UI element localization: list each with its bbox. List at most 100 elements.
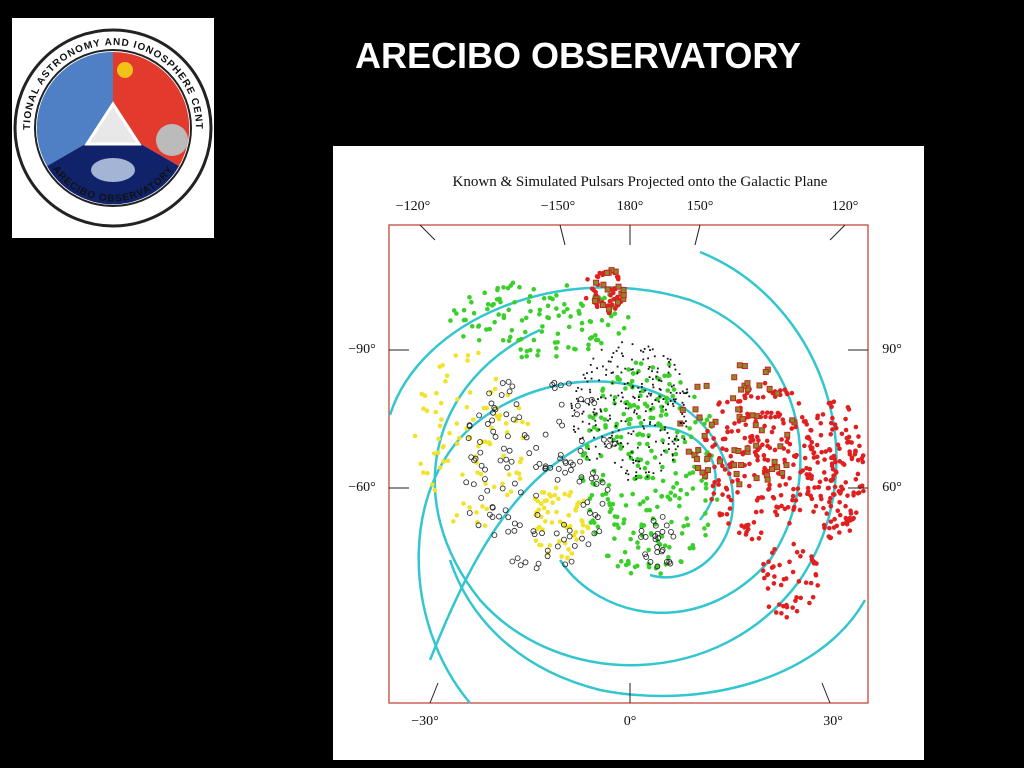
dot [670, 393, 676, 399]
dot [763, 414, 768, 420]
dot [625, 403, 627, 405]
dot [672, 384, 675, 387]
dot [621, 517, 627, 522]
dot [774, 464, 781, 471]
dot [771, 458, 778, 465]
dot [513, 401, 520, 408]
dot [588, 403, 590, 406]
dot [847, 528, 853, 533]
dot [843, 427, 849, 433]
dot [640, 388, 646, 394]
dot [664, 426, 666, 429]
dot [620, 352, 623, 355]
dot [784, 439, 790, 445]
dot [781, 420, 786, 426]
dot [630, 491, 635, 497]
dot [702, 421, 707, 427]
dot [454, 421, 460, 426]
dot [447, 430, 452, 436]
dot [554, 354, 559, 359]
dot [618, 446, 624, 451]
dot [554, 306, 559, 311]
dot [630, 368, 633, 371]
dot [456, 435, 462, 441]
dot [673, 438, 676, 441]
dot [672, 398, 675, 401]
dot [651, 378, 654, 381]
dot [572, 428, 575, 431]
dot [798, 595, 804, 601]
angle-labels: −120° −150° 180° 150° 120° −90° −60° 90° 60° −30°… [348, 199, 902, 729]
dot [580, 453, 586, 458]
dot [790, 569, 796, 575]
dot [626, 451, 631, 457]
dot [600, 472, 606, 478]
dot [703, 481, 709, 487]
dot [778, 492, 784, 498]
dot [777, 443, 784, 450]
dot [523, 434, 530, 441]
dot [725, 429, 730, 435]
dot [580, 529, 585, 535]
dot [517, 562, 524, 568]
angle-label: 180° [617, 199, 644, 214]
dot [506, 472, 512, 477]
dot [571, 543, 578, 549]
dot [605, 368, 608, 371]
dot [690, 543, 696, 548]
dot [600, 281, 607, 288]
logo-star [117, 62, 133, 78]
angle-label: 120° [832, 199, 859, 214]
dot [667, 381, 672, 387]
dot [598, 379, 601, 382]
dot [659, 528, 666, 535]
dot [791, 507, 796, 512]
dot [484, 327, 489, 332]
dot [683, 473, 689, 479]
dot [658, 413, 664, 418]
dot [679, 421, 682, 424]
dot [762, 423, 767, 429]
dot [639, 349, 642, 352]
dot [742, 393, 747, 399]
dot [778, 582, 784, 588]
dot [745, 411, 750, 417]
dot [516, 414, 523, 421]
dot [738, 462, 745, 469]
dot [633, 360, 639, 366]
frame-ticks [389, 224, 868, 704]
dot [793, 424, 798, 430]
dot [635, 432, 640, 438]
dot [545, 315, 550, 320]
dot [612, 311, 618, 316]
dot [474, 510, 479, 515]
dot [649, 448, 654, 454]
plot-frame [388, 224, 869, 704]
dot [674, 398, 677, 401]
dot [688, 434, 694, 440]
dot [549, 520, 555, 525]
dot [620, 466, 623, 469]
dot [454, 311, 459, 316]
dot [566, 493, 572, 498]
dot [733, 470, 740, 477]
dot [537, 307, 543, 313]
dot [573, 346, 578, 352]
dot [762, 457, 768, 462]
dot [648, 446, 650, 448]
dot [673, 451, 679, 457]
dot [470, 481, 477, 488]
dot [784, 390, 789, 395]
dot [589, 469, 596, 476]
dot [505, 528, 512, 535]
dot [585, 541, 592, 548]
dot [775, 410, 781, 416]
dot [685, 392, 687, 395]
dot [809, 476, 814, 482]
dot [483, 481, 488, 486]
dot [623, 383, 626, 385]
dot [828, 478, 834, 483]
angle-label: −120° [396, 199, 431, 214]
dot [496, 513, 502, 520]
dot [593, 333, 598, 338]
